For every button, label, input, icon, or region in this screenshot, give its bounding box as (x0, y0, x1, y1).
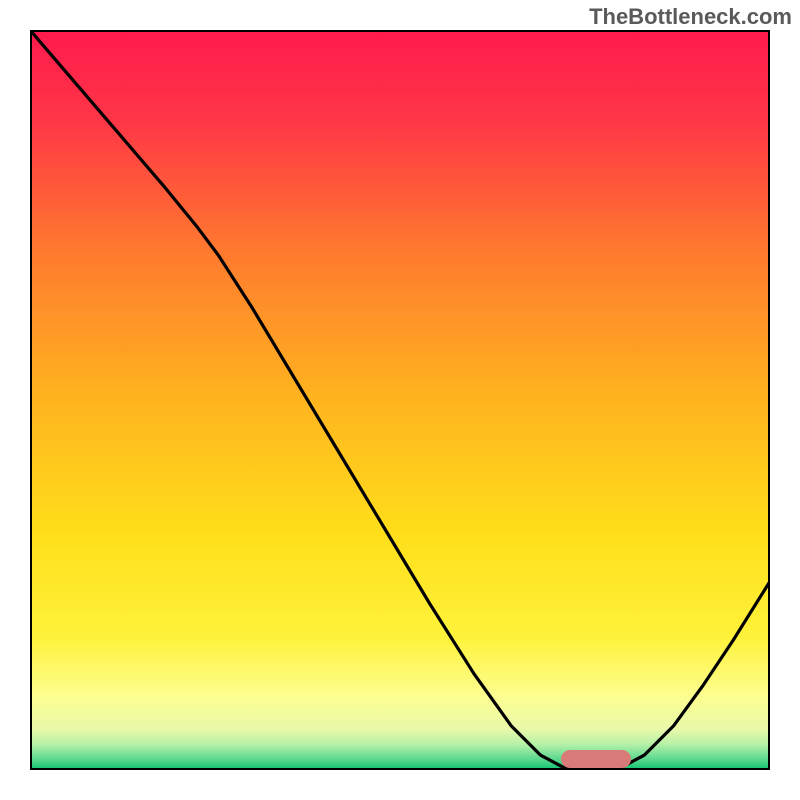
plot-border (30, 30, 770, 770)
chart-container: TheBottleneck.com (0, 0, 800, 800)
watermark-text: TheBottleneck.com (589, 4, 792, 30)
